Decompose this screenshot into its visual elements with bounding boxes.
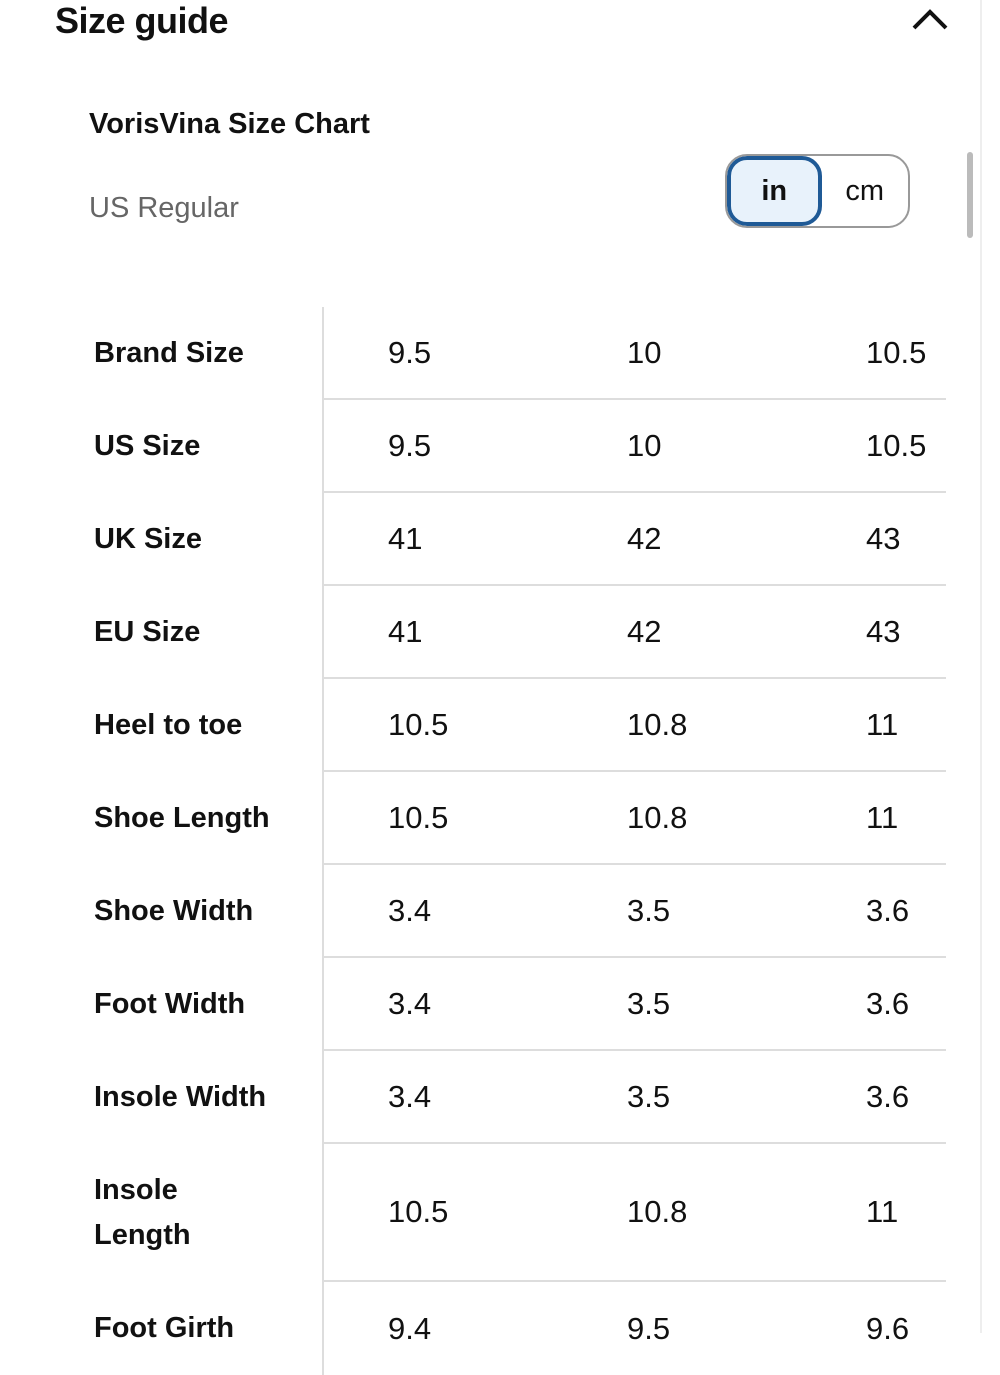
size-value: 3.4 — [388, 1078, 432, 1114]
table-row: Foot Girth 9.4 9.5 9.6 — [94, 1282, 946, 1375]
size-value: 10 — [627, 427, 662, 463]
table-row: Shoe Width 3.4 3.5 3.6 — [94, 865, 946, 958]
size-value: 3.5 — [627, 1078, 671, 1114]
size-value: 11 — [866, 799, 899, 835]
table-row: Shoe Length 10.5 10.8 11 — [94, 772, 946, 865]
row-label-cell: Foot Width — [94, 958, 322, 1051]
size-value: 10.5 — [866, 334, 927, 370]
size-value: 10.5 — [866, 427, 927, 463]
size-value: 3.6 — [866, 1078, 910, 1114]
value-cells: 3.4 3.5 3.6 — [322, 865, 946, 958]
table-row: Insole Length 10.5 10.8 11 — [94, 1144, 946, 1282]
size-value: 41 — [388, 613, 423, 649]
size-value: 10.8 — [627, 706, 688, 742]
size-value: 3.6 — [866, 892, 910, 928]
page: Size guide VorisVina Size Chart US Regul… — [55, 0, 982, 1375]
size-value: 10.5 — [388, 1194, 449, 1229]
table-row: Heel to toe 10.5 10.8 11 — [94, 679, 946, 772]
size-value: 10.8 — [627, 799, 688, 835]
row-label: US Size — [94, 430, 201, 462]
size-value: 42 — [627, 520, 662, 556]
row-label-cell: Foot Girth — [94, 1282, 322, 1375]
size-value: 3.4 — [388, 892, 432, 928]
table-row: US Size 9.5 10 10.5 — [94, 400, 946, 493]
row-label: Shoe Width — [94, 895, 254, 927]
row-label: Shoe Length — [94, 802, 270, 834]
row-label: Foot Width — [94, 988, 246, 1020]
page-title: Size guide — [55, 0, 229, 41]
value-cells: 3.4 3.5 3.6 — [322, 1051, 946, 1144]
row-label: EU Size — [94, 616, 201, 648]
table-row: EU Size 41 42 43 — [94, 586, 946, 679]
size-value: 10.5 — [388, 706, 449, 742]
size-value: 10 — [627, 334, 662, 370]
unit-option[interactable]: in — [727, 156, 822, 226]
table-row: Foot Width 3.4 3.5 3.6 — [94, 958, 946, 1051]
size-value: 9.5 — [388, 334, 432, 370]
value-cells: 9.4 9.5 9.6 — [322, 1282, 946, 1375]
size-value: 11 — [866, 706, 899, 742]
size-value: 10.5 — [388, 799, 449, 835]
row-label-cell: Insole Length — [94, 1144, 322, 1282]
row-label-cell: UK Size — [94, 493, 322, 586]
size-value: 3.6 — [866, 985, 910, 1021]
row-label: UK Size — [94, 523, 202, 555]
value-cells: 10.5 10.8 11 — [322, 772, 946, 865]
row-label: Brand Size — [94, 337, 244, 369]
value-cells: 9.5 10 10.5 — [322, 400, 946, 493]
size-value: 42 — [627, 613, 662, 649]
size-value: 9.5 — [627, 1310, 671, 1346]
row-label: Insole Width — [94, 1081, 267, 1113]
size-value: 9.6 — [866, 1310, 910, 1346]
size-value: 3.5 — [627, 985, 671, 1021]
collapse-chevron[interactable] — [910, 4, 950, 34]
row-label-cell: US Size — [94, 400, 322, 493]
row-label-cell: Insole Width — [94, 1051, 322, 1144]
row-label-cell: Shoe Length — [94, 772, 322, 865]
unit-toggle: in cm — [725, 154, 910, 228]
scrollbar[interactable] — [967, 152, 973, 238]
panel-edge — [980, 0, 982, 1333]
row-label-cell: Heel to toe — [94, 679, 322, 772]
table-row: UK Size 41 42 43 — [94, 493, 946, 586]
row-label-cell: Shoe Width — [94, 865, 322, 958]
row-label-cell: Brand Size — [94, 307, 322, 400]
value-cells: 10.5 10.8 11 — [322, 1144, 946, 1282]
row-label-cell: EU Size — [94, 586, 322, 679]
size-value: 9.4 — [388, 1310, 432, 1346]
size-value: 43 — [866, 520, 901, 556]
value-cells: 3.4 3.5 3.6 — [322, 958, 946, 1051]
size-value: 43 — [866, 613, 901, 649]
size-table: Brand Size 9.5 10 10.5 US Size 9.5 10 10.5 UK Si… — [94, 307, 946, 1375]
table-row: Insole Width 3.4 3.5 3.6 — [94, 1051, 946, 1144]
unit-option[interactable]: cm — [845, 174, 885, 207]
region-label: US Regular — [89, 192, 239, 224]
value-cells: 9.5 10 10.5 — [322, 307, 946, 400]
size-value: 9.5 — [388, 427, 432, 463]
value-cells: 10.5 10.8 11 — [322, 679, 946, 772]
size-value: 3.5 — [627, 892, 671, 928]
value-cells: 41 42 43 — [322, 586, 946, 679]
table-row: Brand Size 9.5 10 10.5 — [94, 307, 946, 400]
size-value: 11 — [866, 1194, 899, 1229]
row-label: Foot Girth — [94, 1312, 235, 1344]
size-value: 3.4 — [388, 985, 432, 1021]
size-value: 10.8 — [627, 1194, 688, 1229]
row-label: Heel to toe — [94, 709, 243, 741]
value-cells: 41 42 43 — [322, 493, 946, 586]
size-value: 41 — [388, 520, 423, 556]
row-label: Insole Length — [94, 1174, 191, 1251]
chart-title: VorisVina Size Chart — [89, 108, 370, 140]
